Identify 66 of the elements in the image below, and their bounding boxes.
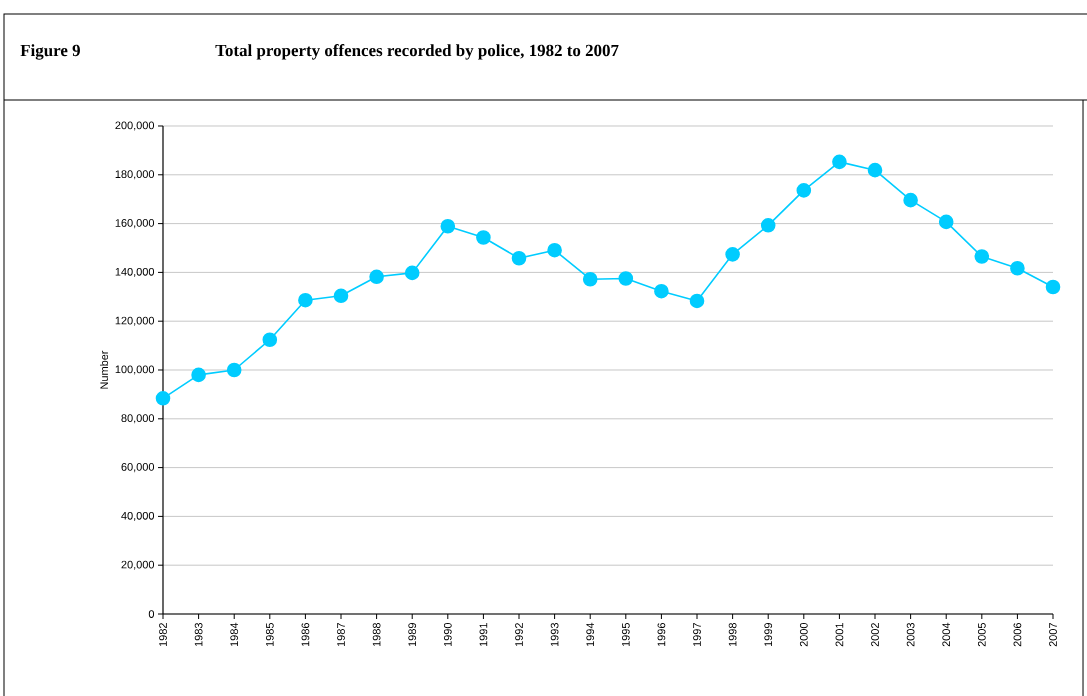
x-tick-label: 1995 [621,623,630,647]
chart-title: Figure 9 [20,44,80,60]
x-tick-label: 1987 [337,623,345,647]
y-tick-label: 180,000 [115,170,155,180]
x-tick-label: 2007 [1049,623,1057,647]
point [796,183,812,198]
x-tick-label: 1983 [194,623,203,647]
point [832,154,847,170]
point [547,242,562,258]
x-tick-label: 2001 [835,623,844,647]
x-tick-label: 2005 [977,623,986,647]
point [155,391,171,406]
point [903,192,918,208]
x-tick-label: 2002 [871,623,879,647]
point [262,332,278,348]
y-tick-label: 140,000 [115,267,155,277]
point [654,283,669,299]
y-tick-label: 200,000 [115,121,155,131]
x-tick-label: 1997 [693,623,701,647]
x-tick-label: 1984 [230,622,239,647]
point [476,230,491,245]
x-tick-label: 1985 [265,623,274,647]
y-tick-label: 160,000 [115,219,155,229]
y-tick-label: 0 [148,610,155,618]
y-tick-label: 120,000 [115,316,155,326]
point [369,269,384,285]
point [582,271,598,287]
point [440,218,456,234]
x-tick-label: 1998 [728,623,737,647]
point [938,214,954,230]
x-tick-label: 1992 [515,623,523,647]
x-tick-label: 1982 [159,623,167,647]
x-tick-label: 1994 [586,622,595,647]
point [404,265,420,281]
x-tick-label: 1996 [657,623,666,647]
x-tick-label: 1999 [764,623,773,647]
point [725,247,740,262]
x-tick-label: 2004 [942,622,951,647]
x-tick-label: 1993 [550,623,559,647]
x-tick-label: 1986 [301,623,310,647]
y-tick-label: 60,000 [121,463,155,473]
x-tick-label: 1988 [372,623,381,647]
point [1010,260,1025,276]
y-axis-title: Number [99,350,109,389]
x-tick-label: 1990 [443,622,452,647]
point [333,288,349,304]
x-tick-label: 1991 [479,623,488,647]
y-tick-label: 80,000 [121,414,155,424]
point [618,271,634,286]
y-tick-label: 100,000 [115,365,155,375]
y-tick-label: 20,000 [121,560,155,570]
point [511,250,527,266]
point [760,218,776,233]
point [974,249,990,264]
point [191,367,206,383]
point [867,162,883,178]
x-tick-label: 2003 [906,623,915,647]
point [226,362,242,378]
x-tick-label: 2000 [799,622,808,647]
chart-subtitle: Total property offences recorded by police, 1982 to 2007 [215,44,619,60]
point [689,293,705,309]
point [1045,279,1061,295]
x-tick-label: 1989 [408,623,417,647]
y-tick-label: 40,000 [121,511,155,521]
x-tick-label: 2006 [1013,623,1022,647]
point [298,292,313,308]
